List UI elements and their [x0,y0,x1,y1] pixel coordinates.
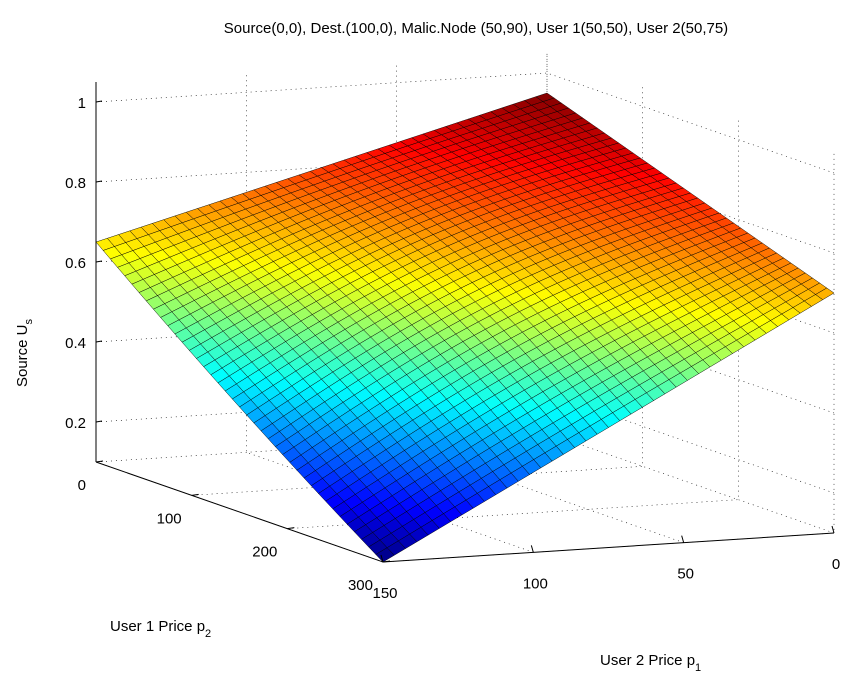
y-tick-mark [191,493,199,496]
z-tick-label: 1 [78,95,86,112]
x-tick-mark [831,525,835,534]
y-tick-mark [287,527,295,530]
y-tick-label: 0 [78,477,86,494]
y-axis-label: User 1 Price p2 [110,618,211,640]
z-grid-line [95,152,835,254]
x-axis-label: User 2 Price p1 [600,652,701,674]
x-tick-mark [681,535,685,543]
z-tick-label: 0.4 [65,335,86,352]
x-tick-label: 50 [677,566,694,583]
chart-title: Source(0,0), Dest.(100,0), Malic.Node (5… [224,20,728,37]
surface-cell [375,547,395,563]
tick-labels: 0.2 0.4 0.6 0.8 1 0 100 200 300 0 50 100 150 [65,95,840,602]
y-tick-label: 100 [157,510,182,527]
z-tick-mark [95,420,103,423]
z-grid-line [95,72,835,174]
y-tick-mark [95,460,104,463]
z-tick-label: 0.8 [65,175,86,192]
z-axis-label: Source Us [14,318,35,387]
axes-frame [95,82,835,563]
y-tick-mark [382,560,391,563]
x-tick-label: 150 [372,585,397,602]
x-tick-mark [380,554,384,563]
y-tick-label: 300 [348,577,373,594]
z-tick-mark [95,340,103,343]
surface-mesh [95,92,835,563]
x-tick-label: 0 [832,556,840,573]
y-tick-label: 200 [252,544,277,561]
z-tick-mark [95,180,103,183]
x-tick-label: 100 [523,575,548,592]
y-axis-line [95,461,384,563]
z-tick-label: 0.6 [65,255,86,272]
z-tick-mark [95,260,103,263]
z-tick-mark [95,100,103,103]
x-tick-mark [530,545,534,553]
x-axis-line [382,532,835,563]
z-tick-label: 0.2 [65,415,86,432]
